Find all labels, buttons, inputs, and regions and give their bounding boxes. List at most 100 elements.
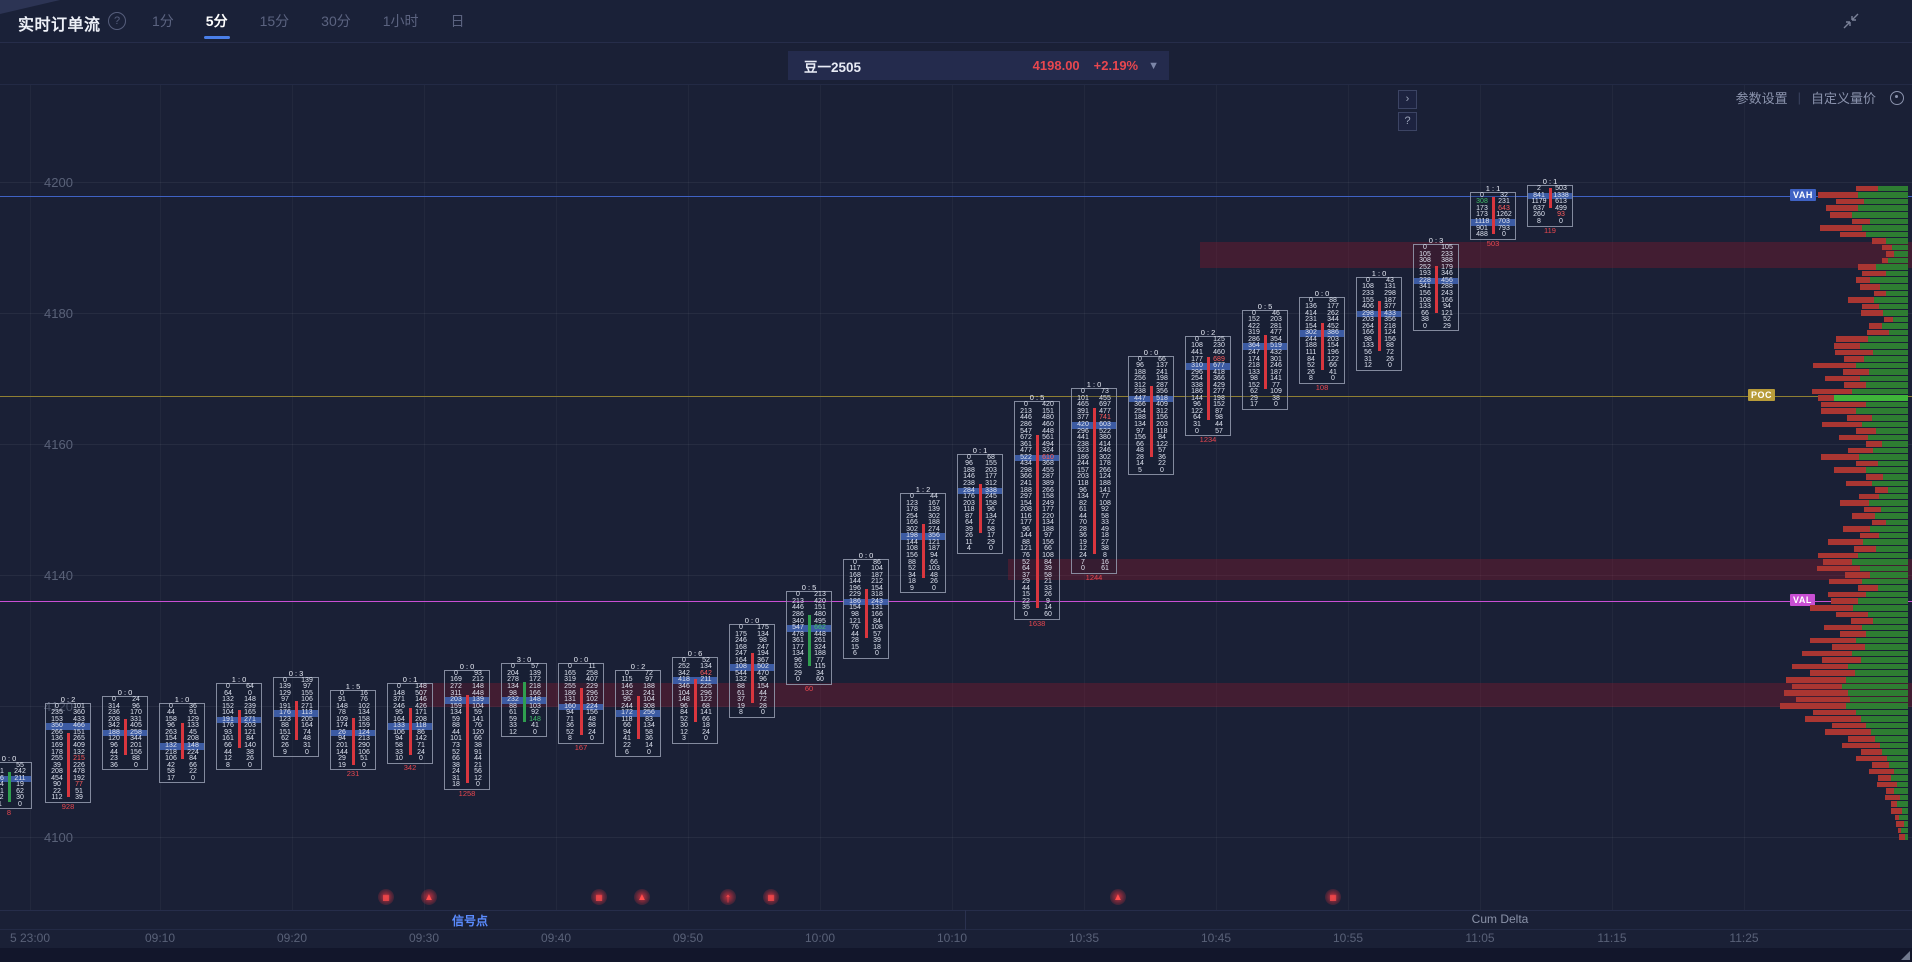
ask-volume: 84 (246, 735, 254, 743)
bid-volume: 62 (281, 735, 289, 743)
help-icon[interactable]: ? (108, 12, 126, 30)
footprint-candle[interactable]: 0 : 2 0 101 235 360 153 433 350 466 266 151 136 265 1… (45, 695, 91, 811)
ask-volume: 121 (244, 728, 256, 736)
timeframe-tab[interactable]: 日 (450, 13, 465, 29)
bid-volume: 218 (1248, 362, 1260, 370)
candle-header: 0 : 0 (858, 550, 874, 560)
bid-volume: 0 (169, 702, 173, 710)
bid-volume: 201 (0, 787, 4, 795)
ask-volume: 215 (73, 755, 85, 763)
timeframe-tab[interactable]: 15分 (259, 13, 290, 29)
footprint-candle[interactable]: 1 : 2 0 44 123 167 178 139 254 302 166 188 302 274 19… (900, 485, 946, 594)
bid-volume: 361 (1020, 440, 1032, 448)
footprint-candle[interactable]: 0 : 0 0 11 165 258 319 407 255 229 186 296 131 102 16… (558, 655, 604, 752)
chevron-down-icon[interactable]: ▼ (1148, 59, 1159, 72)
ask-volume: 0 (134, 761, 138, 769)
footprint-row: 36 0 (103, 761, 147, 770)
bid-volume: 134 (1134, 421, 1146, 429)
footprint-candle[interactable]: 0 : 2 0 125 108 230 441 460 177 689 310 677 296 418 2… (1185, 328, 1231, 444)
profile-buy-bar (1862, 624, 1908, 631)
footprint-candle[interactable]: 0 : 1 0 68 96 155 188 203 146 177 238 312 284 338 176… (957, 446, 1003, 555)
footprint-row: 44 120 (445, 729, 489, 737)
footprint-candle[interactable]: 0 : 1 2 503 841 1338 1179 613 637 499 260 93 8 0 119 (1527, 177, 1573, 235)
profile-sell-bar (1817, 565, 1860, 572)
resize-handle-icon[interactable] (1901, 951, 1910, 960)
triangle-up-icon: ▲ (1113, 892, 1123, 903)
ask-volume: 44 (930, 493, 938, 501)
profile-sell-bar (1891, 808, 1902, 814)
footprint-row: 406 377 (1357, 303, 1401, 311)
bid-volume: 173 (1476, 211, 1488, 219)
ask-volume: 386 (1327, 329, 1339, 337)
bid-volume: 201 (336, 741, 348, 749)
time-axis-label: 10:35 (1068, 931, 1100, 945)
footprint-row: 61 92 (1072, 506, 1116, 514)
ask-volume: 407 (586, 676, 598, 684)
time-axis-label: 09:10 (144, 931, 176, 945)
timeframe-tab[interactable]: 30分 (321, 13, 351, 29)
custom-volume-button[interactable]: 自定义量价 (1810, 91, 1876, 106)
footprint-row: 84 141 (673, 709, 717, 717)
bid-volume: 97 (281, 696, 289, 704)
footprint-row: 0 88 (1300, 297, 1344, 305)
footprint-row: 26 41 (1300, 369, 1344, 377)
footprint-row: 186 302 (1072, 454, 1116, 462)
footprint-candle[interactable]: 0 : 00551412423762112441920162112305108 (0, 754, 32, 817)
footprint-candle[interactable]: 1 : 0 0 64 64 0 132 148 152 239 104 165 191 271 176 20… (216, 675, 262, 771)
footprint-candle[interactable]: 1 : 5 0 16 91 76 148 102 78 134 109 158 174 159 26 124… (330, 682, 376, 778)
bid-volume: 228 (1419, 276, 1431, 284)
footprint-row: 0 57 (502, 664, 546, 671)
footprint-candle[interactable]: 0 : 0 0 66 96 137 188 241 256 198 312 287 238 356 447… (1128, 348, 1174, 476)
footprint-row: 341 288 (1414, 284, 1458, 291)
expand-panel-button[interactable]: › (1398, 90, 1417, 109)
footprint-candle[interactable]: 0 : 0 0 175 175 134 246 98 168 247 247 194 164 367 10… (729, 616, 775, 718)
footprint-row: 422 281 (1243, 323, 1287, 331)
footprint-candle[interactable]: 0 : 2 0 72 115 97 146 188 132 241 95 104 244 308 172 2… (615, 662, 661, 758)
footprint-candle[interactable]: 0 : 5 0 420 213 151 446 480 286 460 547 448 672 561 3… (1014, 393, 1060, 628)
settings-button[interactable]: 参数设置 (1735, 91, 1788, 106)
footprint-candle[interactable]: 1 : 0 0 43 108 131 233 298 155 187 406 377 298 433 20… (1356, 269, 1402, 371)
footprint-candle[interactable]: 1 : 0 0 36 44 91 158 129 96 133 263 45 154 208 132 148… (159, 695, 205, 784)
footprint-candle[interactable]: 0 : 3 0 105 105 233 308 388 252 179 193 346 228 456 3… (1413, 236, 1459, 332)
footprint-candle[interactable]: 0 : 0 0 24 314 96 236 170 208 331 342 405 188 258 120… (102, 688, 148, 771)
footprint-candle[interactable]: 0 : 5 0 213 213 420 446 151 286 480 340 495 547 662 4… (786, 583, 832, 693)
bid-volume: 186 (849, 597, 861, 605)
bid-volume: 78 (338, 709, 346, 717)
ask-volume: 302 (928, 512, 940, 520)
footprint-candle[interactable]: 0 : 3 0 139 139 97 129 155 97 106 191 271 176 113 123… (273, 669, 319, 758)
ask-volume: 141 (1270, 375, 1282, 383)
footprint-candle[interactable]: 1 : 0 0 73 101 455 465 697 391 477 377 741 420 603 29… (1071, 380, 1117, 582)
ask-volume: 38 (474, 741, 482, 749)
timeframe-tab[interactable]: 1分 (152, 13, 174, 29)
collapse-icon[interactable] (1842, 12, 1860, 30)
footprint-candle[interactable]: 0 : 5 0 46 152 203 422 281 319 477 286 354 364 519 24… (1242, 302, 1288, 410)
bid-volume: 168 (849, 571, 861, 579)
price-gridline (0, 575, 1912, 576)
panel-help-button[interactable]: ? (1398, 112, 1417, 131)
footprint-candle[interactable]: 3 : 0 0 57 204 139 278 172 134 218 98 166 232 148 88 1… (501, 655, 547, 738)
timeframe-tab[interactable]: 5分 (203, 1, 230, 41)
ask-volume: 433 (73, 715, 85, 723)
target-circle-icon[interactable] (1890, 90, 1904, 105)
bid-volume: 255 (51, 755, 63, 763)
profile-sell-bar (1835, 349, 1873, 356)
footprint-candle[interactable]: 0 : 1 0 148 148 507 371 146 246 426 95 171 164 208 13… (387, 675, 433, 772)
ask-volume: 102 (358, 702, 370, 710)
timeframe-tab[interactable]: 1小时 (382, 13, 419, 29)
symbol-selector[interactable]: 豆一2505 4198.00 +2.19% ▼ (788, 51, 1169, 80)
footprint-candle[interactable]: 0 : 0 0 86 117 104 168 187 144 212 196 154 229 318 18… (843, 551, 889, 659)
footprint-candle[interactable]: 0 : 6 0 52 252 134 342 642 418 211 346 225 104 296 14… (672, 649, 718, 744)
ask-volume: 44 (759, 689, 767, 697)
profile-buy-bar (1897, 781, 1908, 788)
time-gridline (688, 85, 689, 910)
ask-volume: 203 (1156, 421, 1168, 429)
bid-volume: 48 (1136, 447, 1144, 455)
footprint-candle[interactable]: 1 : 1 0 32 308 231 173 643 173 1262 1118 703 901 793… (1470, 184, 1516, 248)
footprint-row: 59 148 (502, 716, 546, 724)
footprint-candle[interactable]: 0 : 0 0 93 169 212 272 148 311 448 203 139 159 104 13… (444, 662, 490, 798)
ask-volume: 103 (529, 702, 541, 710)
bid-volume: 252 (678, 663, 690, 671)
footprint-candle[interactable]: 0 : 0 0 88 136 177 414 262 231 344 154 452 302 386 24… (1299, 289, 1345, 392)
